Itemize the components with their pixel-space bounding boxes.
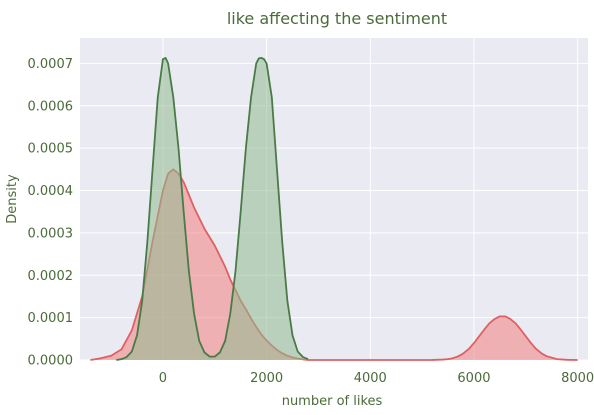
y-tick-label: 0.0001 <box>28 311 74 326</box>
y-tick-label: 0.0005 <box>28 142 74 157</box>
x-tick-label: 6000 <box>457 371 490 386</box>
x-tick-label: 2000 <box>250 371 283 386</box>
y-axis-title: Density <box>5 174 20 224</box>
x-axis-ticks: 0 2000 4000 6000 8000 <box>159 371 594 386</box>
density-line-2 <box>116 57 309 361</box>
series-layer <box>90 57 578 361</box>
y-tick-label: 0.0003 <box>28 226 74 241</box>
chart-title: like affecting the sentiment <box>227 9 447 28</box>
x-tick-label: 8000 <box>561 371 594 386</box>
y-tick-label: 0.0007 <box>28 57 74 72</box>
x-tick-label: 4000 <box>354 371 387 386</box>
density-area-2 <box>116 57 309 360</box>
y-tick-label: 0.0006 <box>28 99 74 114</box>
y-tick-label: 0.0002 <box>28 269 74 284</box>
x-axis-title: number of likes <box>282 394 383 409</box>
density-area-1 <box>90 169 578 360</box>
y-tick-label: 0.0004 <box>28 184 74 199</box>
x-tick-label: 0 <box>159 371 167 386</box>
density-line-1 <box>90 168 578 361</box>
y-tick-label: 0.0000 <box>28 354 74 369</box>
y-axis-ticks: 0.0000 0.0001 0.0002 0.0003 0.0004 0.0005 0.00… <box>28 57 74 369</box>
